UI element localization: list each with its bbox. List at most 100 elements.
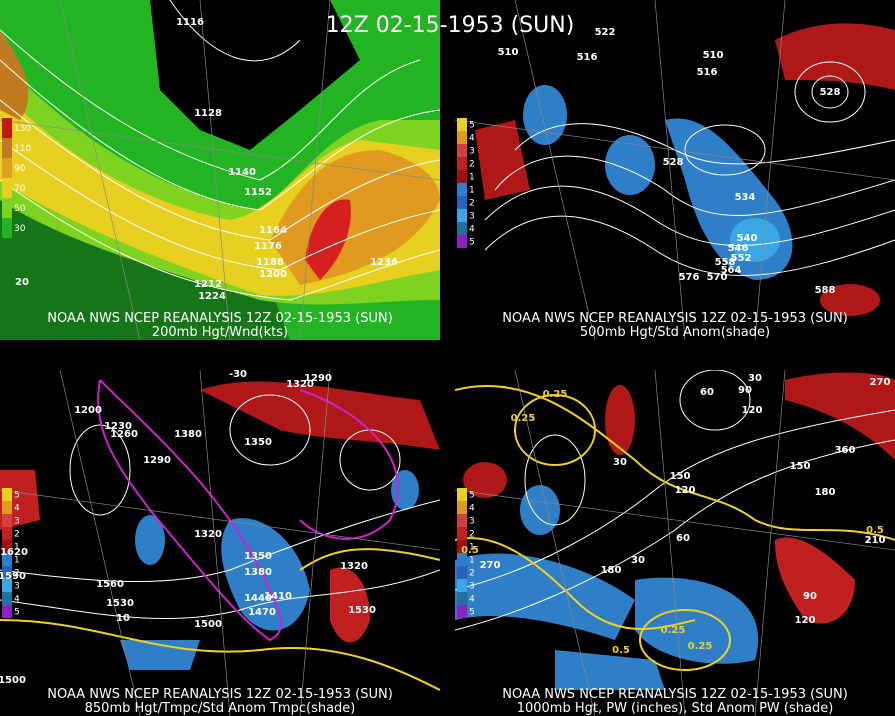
contour-label: 20	[15, 277, 29, 288]
legend-label: 2	[469, 199, 475, 209]
legend-label: 50	[14, 204, 26, 214]
contour	[169, 0, 301, 62]
contour-label: 558	[715, 257, 736, 268]
legend-swatch	[457, 157, 467, 170]
contour-label: 1188	[256, 257, 284, 268]
contour	[679, 370, 751, 431]
anomaly-shade	[605, 135, 655, 195]
panel-850mb: 5432112345120012301260129012901320135013…	[0, 369, 440, 716]
anomaly-shade	[820, 284, 880, 316]
legend-label: 70	[14, 184, 26, 194]
anomaly-shade	[635, 577, 759, 664]
contour-label: 1140	[228, 167, 256, 178]
contour-label: 0.25	[661, 625, 686, 636]
legend-swatch	[2, 592, 12, 605]
isotherm	[97, 379, 282, 642]
contour-label: 1620	[0, 547, 28, 558]
anomaly-shade	[730, 218, 780, 262]
contour-label: 510	[498, 47, 519, 58]
panel-subcaption: 200mb Hgt/Wnd(kts)	[152, 325, 288, 340]
contour-label: 1590	[0, 571, 26, 582]
wind-shade	[0, 30, 29, 120]
legend-label: 2	[14, 530, 20, 540]
contour-label: 588	[815, 285, 836, 296]
legend-swatch	[457, 488, 467, 501]
contour	[455, 409, 895, 591]
legend-swatch	[457, 605, 467, 618]
panel-1000mb: 5432112345270309012060150120303060180270…	[455, 370, 895, 716]
pw-contour	[639, 609, 731, 671]
contour-label: 1560	[96, 579, 124, 590]
legend-label: 3	[469, 212, 475, 222]
contour-label: 270	[480, 560, 501, 571]
contour-label: 1530	[348, 605, 376, 616]
anomaly-shade	[135, 515, 165, 565]
contour-label: 150	[670, 471, 691, 482]
anomaly-shade	[200, 381, 440, 450]
contour	[0, 139, 440, 271]
contour	[229, 394, 311, 466]
contour	[484, 215, 895, 276]
legend-swatch	[2, 178, 12, 198]
panel-500mb: 5 4 3 2 1 1 2 3 4 5 510 516 522 510 516 528 534 540546552…	[455, 0, 895, 341]
contour-label: 1380	[174, 429, 202, 440]
legend-swatch	[457, 592, 467, 605]
legend-label: 4	[469, 134, 475, 144]
legend-label: 4	[14, 595, 20, 605]
panel-caption: NOAA NWS NCEP REANALYSIS 12Z 02-15-1953 …	[47, 311, 393, 326]
contour-label: 1200	[259, 269, 287, 280]
contour-label: 1320	[286, 379, 314, 390]
graticule	[0, 0, 440, 341]
panel-subcaption: 1000mb Hgt, PW (inches), Std Anom PW (sh…	[517, 701, 834, 716]
legend-label: 2	[14, 569, 20, 579]
contour-label: 1320	[194, 529, 222, 540]
legend-swatch	[457, 183, 467, 196]
legend-swatch	[2, 158, 12, 178]
contour-label: 1236	[370, 257, 398, 268]
legend-label: 5	[469, 491, 475, 501]
panel-caption: NOAA NWS NCEP REANALYSIS 12Z 02-15-1953 …	[502, 311, 848, 326]
contour-label: 1380	[244, 567, 272, 578]
contour-label: 360	[835, 445, 856, 456]
contour-label: 1260	[110, 429, 138, 440]
contour-label: 1530	[106, 598, 134, 609]
contour-label: 30	[748, 373, 762, 384]
contour-label: 1350	[244, 551, 272, 562]
legend-label: 4	[469, 225, 475, 235]
legend-swatch	[2, 514, 12, 527]
legend-label: 1	[469, 543, 475, 553]
contour-label: 210	[865, 535, 886, 546]
contour-label: 120	[742, 405, 763, 416]
legend-swatch	[457, 131, 467, 144]
contour	[494, 155, 895, 216]
legend-swatch	[457, 514, 467, 527]
anomaly-shade	[455, 553, 635, 640]
legend-label: 3	[469, 147, 475, 157]
legend-swatch	[2, 527, 12, 540]
contour	[811, 75, 849, 109]
contour-label: 522	[595, 27, 616, 38]
contour-label: 0.5	[461, 545, 479, 556]
anomaly-shade	[523, 85, 567, 145]
legend-label: 110	[14, 144, 31, 154]
legend-label: 130	[14, 124, 31, 134]
legend-swatch	[457, 501, 467, 514]
contour-label: -30	[229, 369, 247, 380]
anomaly-shade	[775, 537, 855, 624]
contour	[684, 124, 766, 176]
map-title: 12Z 02-15-1953 (SUN)	[326, 13, 575, 38]
legend-label: 5	[469, 121, 475, 131]
contour-label: 180	[601, 565, 622, 576]
contour-label: 564	[721, 265, 742, 276]
contour-label: 0.25	[543, 389, 568, 400]
wind-shade	[305, 199, 351, 280]
contour-label: 1500	[0, 675, 26, 686]
legend-swatch	[457, 527, 467, 540]
contour-label: 516	[577, 52, 598, 63]
legend-swatch	[2, 553, 12, 566]
contour-label: 576	[679, 272, 700, 283]
legend-swatch	[2, 488, 12, 501]
contour-label: 0.25	[688, 641, 713, 652]
